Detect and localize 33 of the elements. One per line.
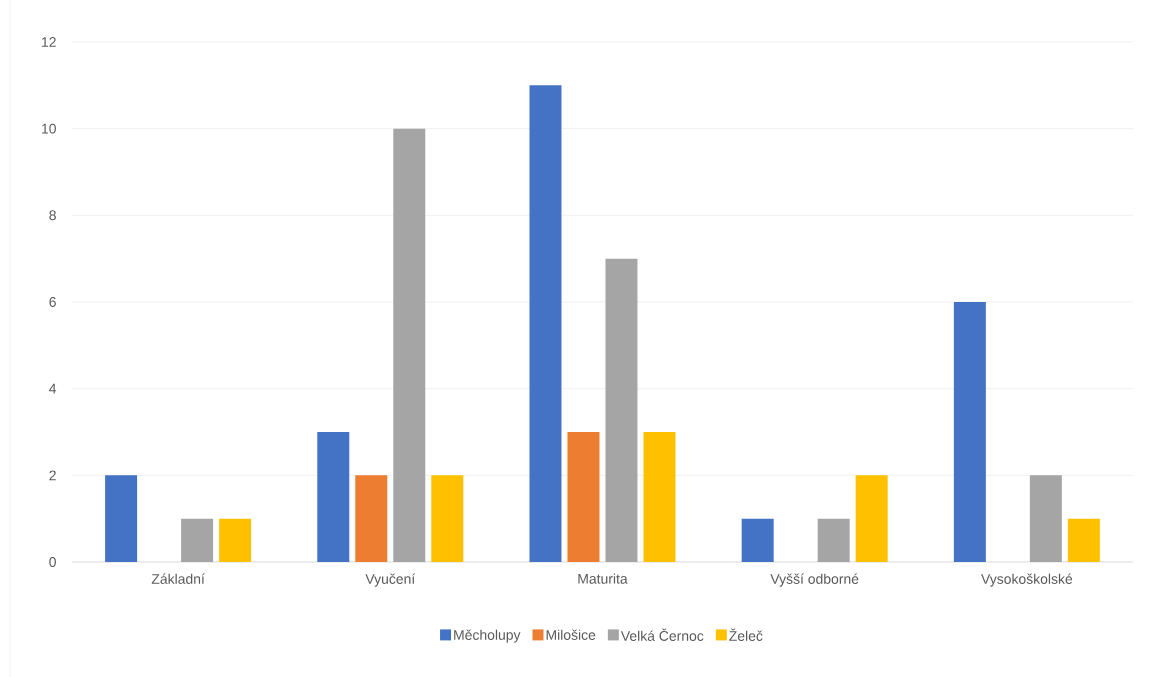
bar <box>817 518 850 562</box>
x-tick-label: Vyučení <box>365 573 416 587</box>
bar <box>431 475 464 562</box>
bar <box>529 85 562 562</box>
bar <box>567 431 600 562</box>
y-tick-label: 4 <box>49 383 57 394</box>
y-tick-label: 2 <box>49 470 56 481</box>
bar <box>605 258 638 562</box>
y-tick-label: 6 <box>49 297 56 307</box>
bar <box>1067 518 1100 562</box>
bar <box>953 301 986 562</box>
y-tick-label: 8 <box>49 210 56 221</box>
x-tick-label: Základní <box>151 573 205 584</box>
legend-label: Měcholupy <box>454 629 521 643</box>
bar <box>219 518 252 562</box>
bar <box>181 518 214 562</box>
legend-label: Velká Černoc <box>620 628 704 641</box>
bar <box>855 475 888 562</box>
y-tick-label: 0 <box>49 557 56 567</box>
legend-label: Želeč <box>729 628 763 641</box>
y-tick-label: 12 <box>42 37 56 47</box>
x-tick-label: Vyšší odborné <box>770 573 859 587</box>
bar <box>317 431 350 562</box>
bar <box>741 518 774 562</box>
x-tick-label: Maturita <box>578 573 628 584</box>
bar <box>1029 475 1062 562</box>
bar <box>393 128 426 562</box>
bar <box>105 475 138 562</box>
bar <box>355 475 388 562</box>
y-tick-label: 10 <box>42 123 56 134</box>
bar <box>643 431 676 562</box>
x-tick-label: Vysokoškolské <box>981 573 1073 587</box>
legend-label: Milošice <box>546 629 596 640</box>
